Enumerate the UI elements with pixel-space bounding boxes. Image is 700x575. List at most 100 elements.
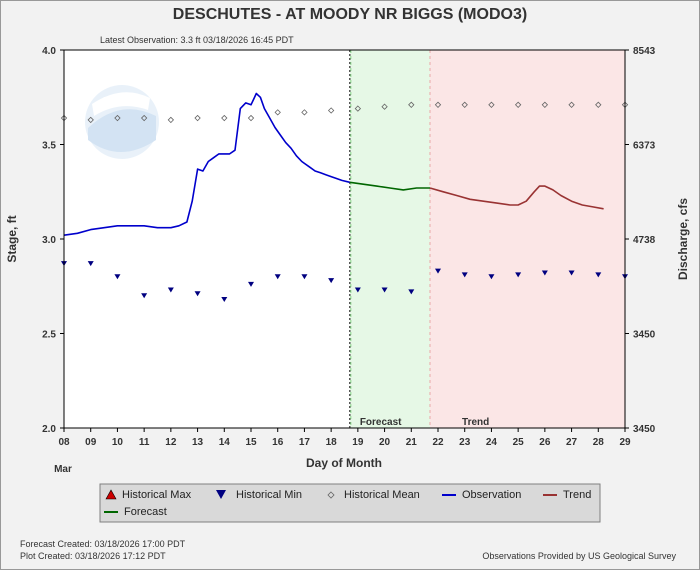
y-right-tick-label: 8543 (633, 46, 656, 57)
historical-mean-point (221, 114, 228, 122)
x-tick-label: 18 (326, 437, 338, 448)
historical-min-point (221, 296, 228, 302)
historical-mean-point (87, 116, 94, 124)
x-tick-label: 12 (165, 437, 177, 448)
legend-label: Forecast (124, 506, 167, 518)
x-tick-label: 19 (352, 437, 364, 448)
historical-min-point (541, 270, 548, 276)
legend: Historical Max Historical Min Historical… (99, 483, 601, 523)
y-right-tick-label: 4738 (633, 235, 656, 246)
month-label: Mar (54, 464, 72, 475)
y-right-tick-label: 6373 (633, 141, 656, 152)
y-right-tick-label: 3450 (633, 330, 656, 341)
historical-min-point (408, 289, 415, 295)
historical-min-point (435, 268, 441, 274)
legend-item-historical-mean: Historical Mean (327, 489, 420, 501)
historical-mean-point (461, 101, 468, 108)
x-tick-label: 16 (272, 437, 284, 448)
x-axis-label: Day of Month (306, 456, 382, 470)
y-axis-left-label: Stage, ft (5, 215, 19, 262)
legend-label: Historical Mean (344, 489, 420, 501)
historical-mean-point (541, 101, 549, 108)
usgs-credit-text: Observations Provided by US Geological S… (482, 551, 676, 561)
historical-min-point (328, 278, 335, 284)
x-tick-label: 22 (432, 437, 444, 448)
forecast-series-line (349, 181, 430, 191)
historical-mean-point (354, 105, 362, 112)
legend-item-trend: Trend (543, 489, 591, 501)
historical-mean-point (514, 101, 522, 108)
y-left-tick-label: 3.5 (42, 141, 56, 152)
diamond-icon (327, 491, 335, 499)
legend-item-historical-min: Historical Min (216, 489, 302, 501)
legend-label: Historical Min (236, 489, 302, 501)
x-tick-label: 27 (566, 437, 578, 448)
forecast-region (349, 50, 430, 428)
historical-min-point (568, 270, 575, 276)
x-tick-label: 24 (486, 437, 498, 448)
x-axis: 08 09 10 11 12 13 14 15 16 17 18 19 20 21 22 23 24 25 26 27… (58, 428, 631, 448)
legend-box (99, 483, 601, 523)
historical-mean-point (167, 116, 175, 124)
historical-mean-point (434, 101, 442, 108)
historical-min-point (595, 272, 602, 278)
legend-item-historical-max: Historical Max (105, 489, 192, 501)
y-left-tick-label: 3.0 (42, 235, 56, 246)
historical-min-series (61, 261, 628, 302)
historical-min-point (167, 287, 174, 293)
x-tick-label: 20 (379, 437, 391, 448)
x-tick-label: 28 (593, 437, 605, 448)
y-right-tick-label: 3450 (633, 424, 656, 435)
historical-mean-point (274, 109, 281, 116)
historical-mean-point (140, 114, 148, 122)
x-tick-label: 10 (112, 437, 124, 448)
historical-min-point (354, 287, 361, 293)
legend-label: Historical Max (122, 489, 192, 501)
historical-min-point (274, 274, 281, 280)
historical-mean-point (568, 101, 575, 108)
x-tick-label: 15 (245, 437, 257, 448)
legend-item-forecast: Forecast (104, 506, 167, 518)
x-tick-label: 11 (139, 437, 150, 448)
triangle-up-icon (105, 489, 117, 500)
trend-region-label: Trend (462, 417, 489, 428)
trend-region (429, 50, 625, 428)
latest-observation: Latest Observation: 3.3 ft 03/18/2026 16… (100, 35, 294, 45)
plot-area: NOAA Forecast Trend (60, 49, 629, 429)
historical-mean-point (408, 101, 415, 108)
chart-title: DESCHUTES - AT MOODY NR BIGGS (MODO3) (173, 6, 527, 23)
x-tick-label: 09 (85, 437, 97, 448)
x-tick-label: 23 (459, 437, 471, 448)
historical-mean-point (327, 107, 335, 114)
historical-mean-point (595, 101, 602, 108)
forecast-created-text: Forecast Created: 03/18/2026 17:00 PDT (20, 539, 186, 549)
legend-item-observation: Observation (442, 489, 521, 501)
x-tick-label: 21 (406, 437, 418, 448)
historical-min-point (515, 272, 522, 278)
historical-mean-point (301, 109, 308, 116)
forecast-region-label: Forecast (360, 417, 402, 428)
noaa-watermark-text: NOAA (103, 94, 142, 109)
x-tick-label: 26 (539, 437, 551, 448)
trend-series-line (429, 185, 604, 210)
historical-mean-point (381, 103, 388, 110)
observation-series-line (63, 92, 350, 236)
noaa-logo-icon (85, 85, 159, 159)
historical-min-point (141, 293, 148, 299)
y-axis-right-label: Discharge, cfs (676, 198, 690, 280)
historical-min-point (194, 291, 201, 297)
y-left-tick-label: 2.5 (42, 330, 56, 341)
x-tick-label: 13 (192, 437, 204, 448)
x-tick-label: 29 (619, 437, 631, 448)
y-left-tick-label: 4.0 (42, 46, 56, 57)
x-tick-label: 08 (58, 437, 70, 448)
historical-mean-point (488, 101, 495, 108)
triangle-down-icon (216, 490, 226, 499)
historical-mean-point (247, 114, 255, 122)
x-tick-label: 25 (513, 437, 525, 448)
historical-min-point (381, 287, 388, 293)
noaa-watermark: NOAA (85, 85, 159, 159)
y-left-tick-label: 2.0 (42, 424, 56, 435)
historical-min-point (488, 274, 495, 280)
